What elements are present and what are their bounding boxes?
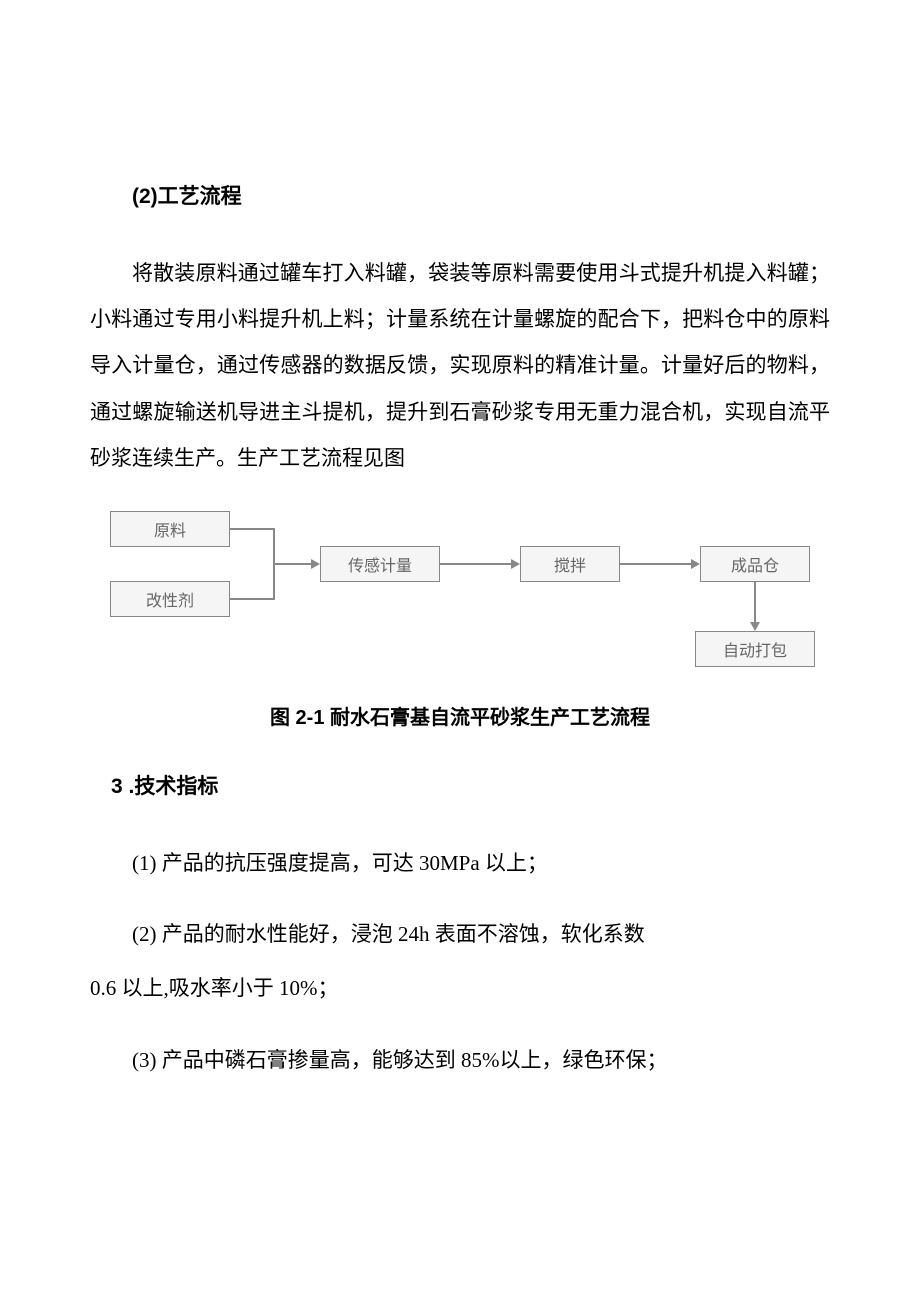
section-2-heading: (2)工艺流程 <box>90 180 830 210</box>
flow-node-sensor-metering: 传感计量 <box>320 546 440 582</box>
flow-edge <box>230 528 275 530</box>
section-3-heading: 3 .技术指标 <box>90 770 830 800</box>
flow-node-mixing: 搅拌 <box>520 546 620 582</box>
arrow-down-icon <box>750 622 760 631</box>
spec-item-1: (1) 产品的抗压强度提高，可达 30MPa 以上； <box>90 840 830 886</box>
spec-item-2-continuation: 0.6 以上,吸水率小于 10%； <box>90 965 830 1011</box>
arrow-right-icon <box>691 559 700 569</box>
flow-node-product-silo: 成品仓 <box>700 546 810 582</box>
spec-item-2: (2) 产品的耐水性能好，浸泡 24h 表面不溶蚀，软化系数 <box>90 911 830 957</box>
flow-edge <box>620 563 693 565</box>
flow-edge <box>230 598 275 600</box>
figure-caption: 图 2-1 耐水石膏基自流平砂浆生产工艺流程 <box>90 701 830 730</box>
process-flowchart: 原料 改性剂 传感计量 搅拌 成品仓 自动打包 <box>90 511 830 671</box>
flow-edge <box>754 582 756 624</box>
arrow-right-icon <box>311 559 320 569</box>
flow-node-raw-material: 原料 <box>110 511 230 547</box>
flow-edge <box>440 563 513 565</box>
arrow-right-icon <box>511 559 520 569</box>
flow-node-modifier: 改性剂 <box>110 581 230 617</box>
flow-node-auto-packing: 自动打包 <box>695 631 815 667</box>
flow-edge <box>273 563 313 565</box>
spec-item-3: (3) 产品中磷石膏掺量高，能够达到 85%以上，绿色环保； <box>90 1037 830 1083</box>
section-2-paragraph: 将散装原料通过罐车打入料罐，袋装等原料需要使用斗式提升机提入料罐；小料通过专用小… <box>90 250 830 481</box>
